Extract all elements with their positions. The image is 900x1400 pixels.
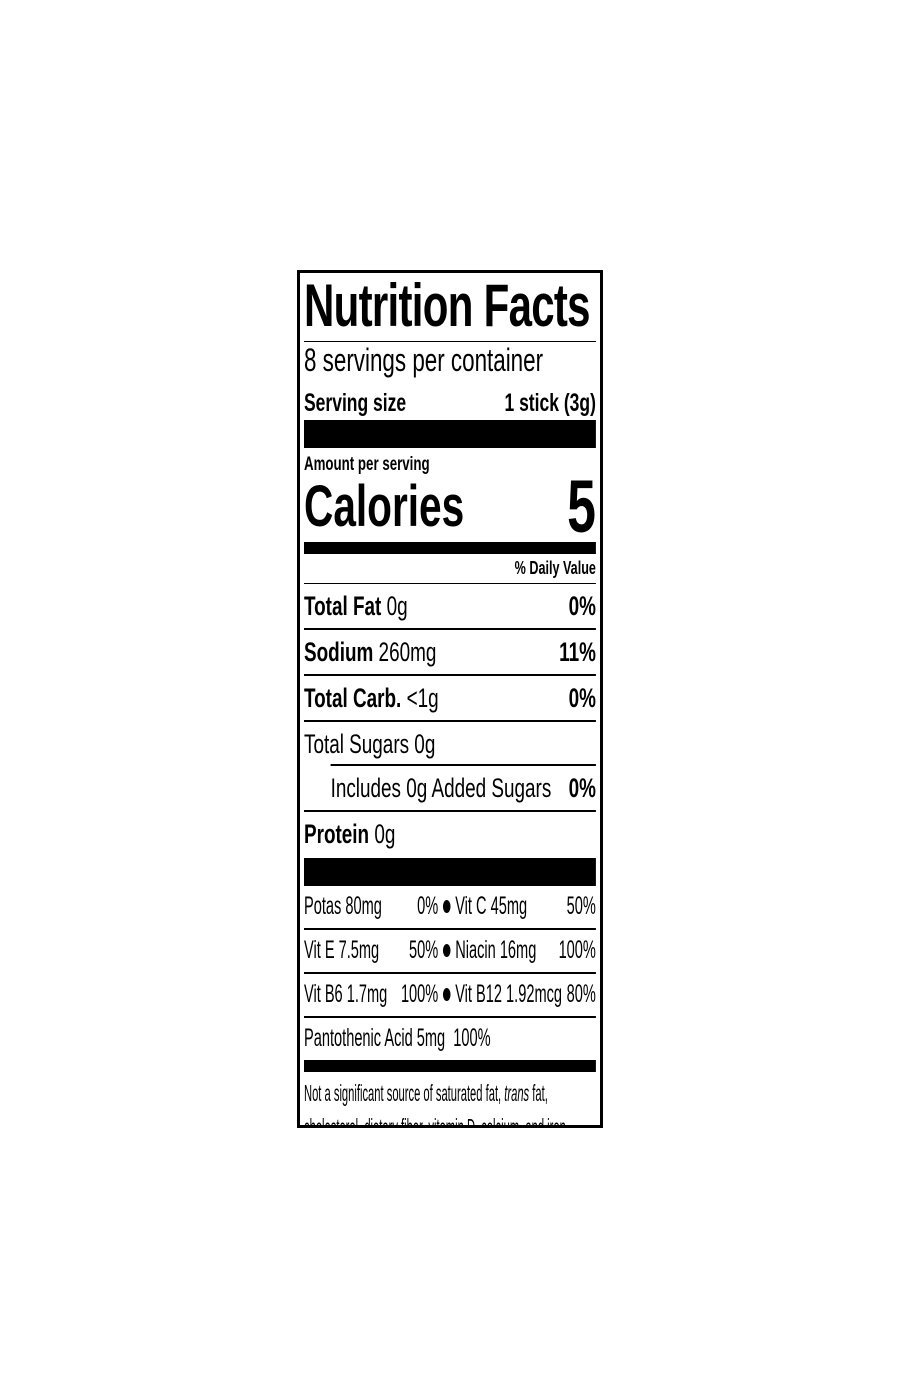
nutrient-dv: 11% [559,637,596,667]
vitamin-name: Vit B12 1.92mcg [455,980,563,1008]
nutrient-dv: 0% [568,591,596,621]
nutrient-row-total-carb: Total Carb. <1g 0% [304,676,596,722]
divider-medium [304,1060,596,1072]
calories-label: Calories [304,474,465,539]
vitamin-dv: 50% [566,892,596,920]
serving-size-row: Serving size 1 stick (3g) [304,384,596,418]
vitamin-name: Potas 80mg [304,892,382,920]
nutrient-name: Sodium [304,637,374,667]
daily-value-header: % Daily Value [304,554,596,584]
amount-per-serving: Amount per serving [304,454,430,475]
serving-size-value: 1 stick (3g) [504,389,596,417]
vitamin-row: Potas 80mg 0% Vit C 45mg 50% [304,886,596,930]
nutrient-row-total-fat: Total Fat 0g 0% [304,584,596,630]
vitamin-name: Pantothenic Acid 5mg [304,1024,446,1052]
divider-medium [304,542,596,554]
nutrient-name: Protein [304,819,370,849]
footnote: Not a significant source of saturated fa… [304,1072,596,1128]
divider-thick [304,420,596,448]
bullet-icon [442,988,451,1001]
vitamin-row: Vit B6 1.7mg 100% Vit B12 1.92mcg 80% [304,974,596,1018]
calories-value: 5 [567,465,596,548]
nutrient-row-total-sugars: Total Sugars 0g [304,722,596,766]
divider-thick [304,858,596,886]
nutrition-facts-label: Nutrition Facts 8 servings per container… [297,270,603,1128]
vitamin-name: Vit B6 1.7mg [304,980,388,1008]
bullet-icon [442,900,451,913]
nutrient-name: Total Fat [304,591,382,621]
nutrient-amount: 0g [374,819,396,849]
vitamin-dv: 50% [409,936,439,964]
nutrient-row-added-sugars: Includes 0g Added Sugars 0% [304,766,596,812]
vitamin-dv: 100% [453,1024,491,1052]
servings-per-container: 8 servings per container [304,342,544,378]
vitamin-row-pantothenic: Pantothenic Acid 5mg 100% [304,1018,596,1058]
bullet-icon [442,944,451,957]
footnote-text: Not a significant source of saturated fa… [304,1080,505,1106]
nutrient-row-protein: Protein 0g [304,812,596,856]
vitamin-dv: 100% [558,936,596,964]
vitamin-name: Vit C 45mg [455,892,528,920]
nutrient-amount: 0g [386,591,408,621]
label-title: Nutrition Facts [304,273,596,342]
vitamin-dv: 0% [417,892,439,920]
nutrient-amount: <1g [406,683,439,713]
vitamin-dv: 100% [400,980,439,1008]
calories-row: Calories 5 [304,465,596,548]
vitamins-block: Potas 80mg 0% Vit C 45mg 50% Vit E 7.5mg 50… [304,886,596,1058]
nutrient-name: Total Carb. [304,683,402,713]
nutrient-row-sodium: Sodium 260mg 11% [304,630,596,676]
vitamin-name: Niacin 16mg [455,936,537,964]
footnote-text: cholesterol, dietary fiber, vitamin D, c… [304,1114,569,1128]
serving-size-label: Serving size [304,389,407,417]
vitamin-name: Vit E 7.5mg [304,936,380,964]
vitamin-row: Vit E 7.5mg 50% Niacin 16mg 100% [304,930,596,974]
vitamin-dv: 80% [566,980,596,1008]
footnote-italic: trans [504,1080,530,1106]
footnote-text: fat, [529,1080,548,1106]
nutrient-dv: 0% [568,773,596,803]
nutrient-name: Includes 0g Added Sugars [330,773,552,803]
nutrient-name: Total Sugars 0g [304,729,436,759]
nutrient-dv: 0% [568,683,596,713]
nutrient-amount: 260mg [378,637,437,667]
